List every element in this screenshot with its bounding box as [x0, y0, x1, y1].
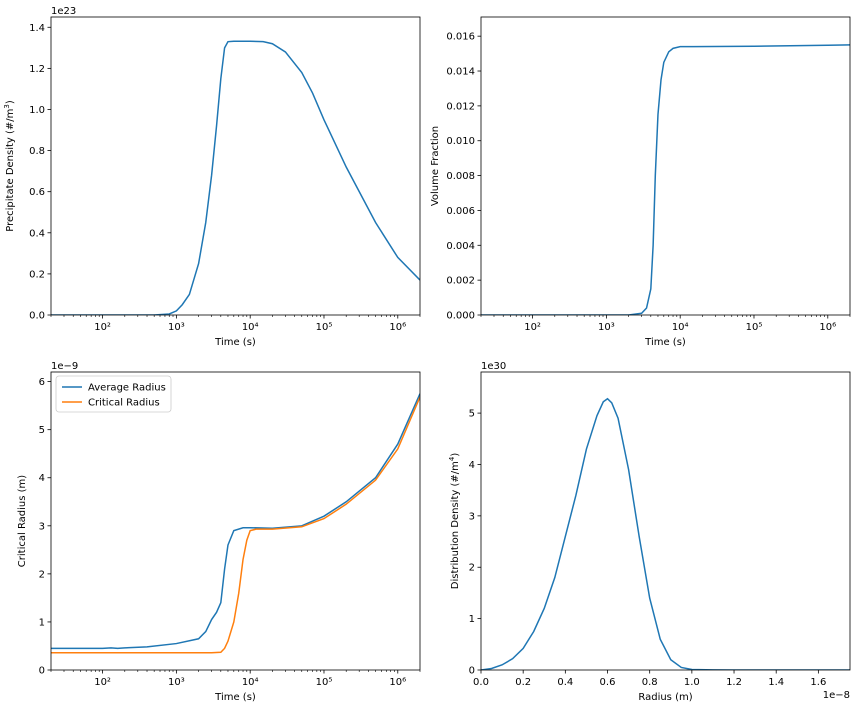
x-tick-label: 0.8: [642, 677, 658, 688]
y-axis-label: Critical Radius (m): [17, 475, 28, 568]
axes-frame: [480, 371, 851, 671]
legend-entry: Average Radius: [88, 383, 166, 394]
x-tick-label: 10⁵: [746, 322, 763, 333]
axes-frame: [50, 16, 421, 316]
x-tick-label: 0.2: [515, 677, 531, 688]
y-offset-text: 1e30: [481, 361, 506, 372]
x-offset-text: 1e−8: [823, 690, 850, 701]
y-tick-label: 0.4: [29, 228, 45, 239]
x-tick-label: 10²: [524, 322, 541, 333]
y-tick-label: 3: [469, 511, 475, 522]
series-line-critical-radius: [51, 396, 420, 654]
series-line-1: [51, 40, 420, 315]
x-axis-label: Radius (m): [638, 692, 692, 703]
x-tick-label: 1.2: [726, 677, 742, 688]
y-tick-label: 2: [39, 569, 45, 580]
y-tick-label: 0.0: [29, 311, 45, 322]
y-axis-label: Volume Fraction: [430, 126, 441, 206]
x-axis-label: Time (s): [644, 337, 686, 348]
x-tick-label: 10⁴: [672, 322, 689, 333]
series-line-average-radius: [51, 393, 420, 650]
series-line-1: [481, 44, 850, 315]
series-line-1: [481, 397, 850, 670]
x-tick-label: 10⁶: [389, 322, 406, 333]
y-tick-label: 0.2: [29, 269, 45, 280]
x-tick-label: 10²: [94, 322, 111, 333]
axes-frame: [50, 371, 421, 671]
y-tick-label: 0.000: [446, 311, 475, 322]
x-tick-label: 10³: [168, 322, 185, 333]
legend-frame: [55, 375, 172, 413]
legend: Average Radius Critical Radius: [55, 375, 172, 413]
y-tick-label: 0.016: [446, 32, 475, 43]
x-tick-label: 10⁴: [242, 322, 259, 333]
x-tick-label: 0.4: [557, 677, 573, 688]
y-axis-label: Distribution Density (#/m4): [448, 453, 461, 590]
x-tick-label: 1.0: [684, 677, 700, 688]
y-tick-label: 0: [469, 666, 475, 677]
x-tick-label: 10⁶: [819, 322, 836, 333]
x-tick-label: 0.6: [600, 677, 616, 688]
y-tick-label: 0.014: [446, 67, 475, 78]
x-tick-label: 10²: [94, 677, 111, 688]
y-offset-text: 1e−9: [51, 361, 78, 372]
y-tick-label: 1.4: [29, 23, 45, 34]
y-tick-label: 0.8: [29, 146, 45, 157]
axes-frame: [480, 16, 851, 316]
y-tick-label: 0.004: [446, 241, 475, 252]
y-tick-label: 0.008: [446, 171, 475, 182]
subplot-2: 10² 10³ 10⁴ 10⁵ 10⁶ 0.000 0.002 0.004 0.006 0.008…: [430, 16, 851, 348]
y-tick-label: 2: [469, 563, 475, 574]
subplot-4: 0.0 0.2 0.4 0.6 0.8 1.0 1.2 1.4 1.6 0 1 2 3 4 5 Radius …: [448, 361, 851, 703]
y-tick-label: 1.2: [29, 64, 45, 75]
x-tick-label: 1.4: [768, 677, 784, 688]
y-tick-label: 1: [469, 614, 475, 625]
x-tick-label: 10⁴: [242, 677, 259, 688]
legend-entry: Critical Radius: [88, 398, 160, 409]
x-tick-label: 0.0: [473, 677, 489, 688]
y-tick-label: 0.006: [446, 206, 475, 217]
y-offset-text: 1e23: [51, 6, 76, 17]
y-tick-label: 6: [39, 377, 45, 388]
y-tick-label: 3: [39, 521, 45, 532]
y-tick-label: 0.6: [29, 187, 45, 198]
x-axis-label: Time (s): [214, 337, 256, 348]
y-tick-label: 0.012: [446, 101, 475, 112]
y-tick-label: 4: [39, 473, 45, 484]
y-tick-label: 1.0: [29, 105, 45, 116]
x-tick-label: 10³: [168, 677, 185, 688]
y-tick-label: 0.002: [446, 276, 475, 287]
y-tick-label: 4: [469, 460, 475, 471]
x-tick-label: 10⁵: [316, 677, 333, 688]
x-tick-label: 10⁶: [389, 677, 406, 688]
x-axis-label: Time (s): [214, 692, 256, 703]
y-tick-label: 5: [39, 425, 45, 436]
x-tick-label: 10³: [598, 322, 615, 333]
x-tick-label: 10⁵: [316, 322, 333, 333]
x-tick-label: 1.6: [810, 677, 826, 688]
y-tick-label: 1: [39, 617, 45, 628]
subplot-3: 10² 10³ 10⁴ 10⁵ 10⁶ 0 1 2 3 4 5 6 Time (s) Critical R…: [17, 361, 421, 703]
y-axis-label: Precipitate Density (#/m3): [3, 100, 16, 232]
y-tick-label: 0.010: [446, 136, 475, 147]
y-tick-label: 5: [469, 409, 475, 420]
subplot-1: 10² 10³ 10⁴ 10⁵ 10⁶ 0.0 0.2 0.4 0.6 0.8 1.0 1.2 1.4 T…: [3, 6, 421, 348]
y-tick-label: 0: [39, 666, 45, 677]
